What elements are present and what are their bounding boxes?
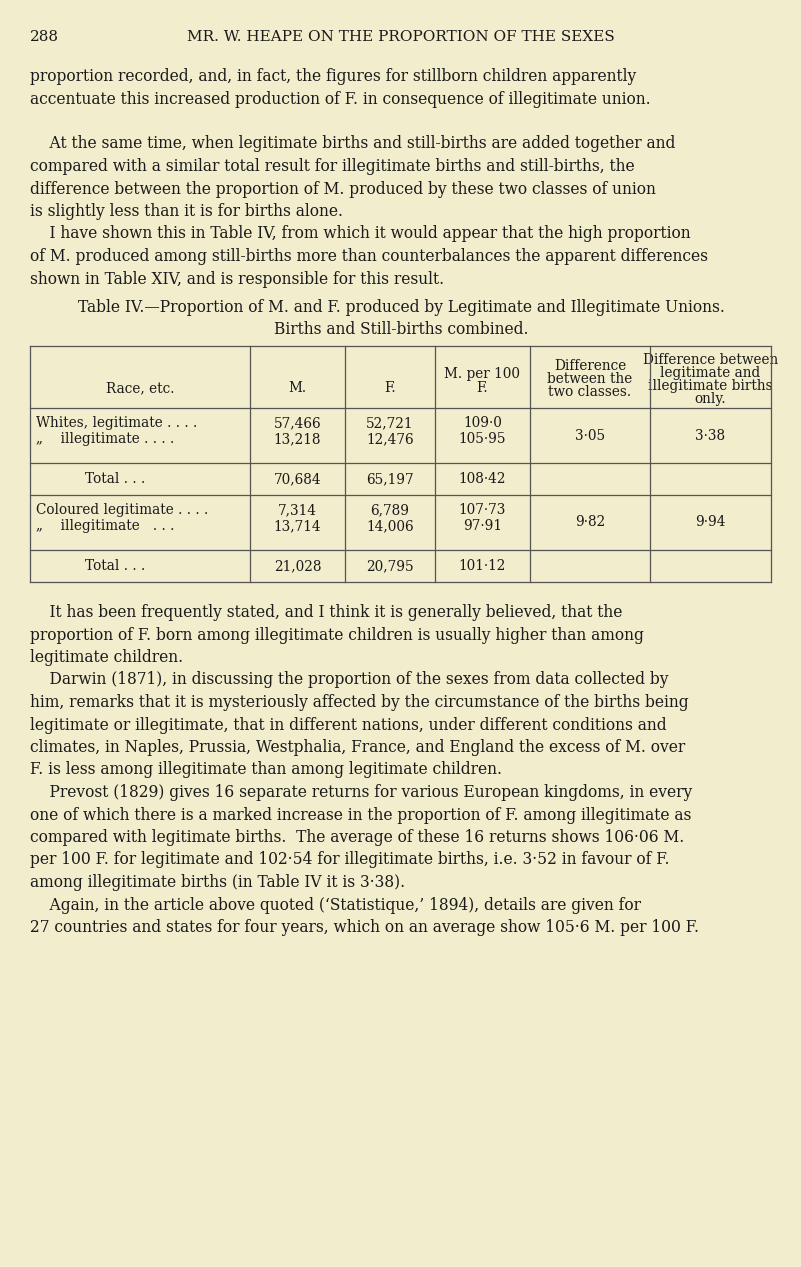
Text: 107·73: 107·73 (459, 503, 506, 517)
Text: M.: M. (288, 381, 307, 395)
Text: difference between the proportion of M. produced by these two classes of union: difference between the proportion of M. … (30, 180, 656, 198)
Text: 20,795: 20,795 (366, 559, 414, 573)
Text: 97·91: 97·91 (463, 519, 502, 533)
Text: Coloured legitimate . . . .: Coloured legitimate . . . . (36, 503, 208, 517)
Text: 14,006: 14,006 (366, 519, 414, 533)
Text: M. per 100: M. per 100 (445, 367, 521, 381)
Text: It has been frequently stated, and I think it is generally believed, that the: It has been frequently stated, and I thi… (30, 604, 622, 621)
Text: proportion recorded, and, in fact, the figures for stillborn children apparently: proportion recorded, and, in fact, the f… (30, 68, 636, 85)
Text: 3·38: 3·38 (695, 428, 726, 442)
Text: I have shown this in Table IV, from which it would appear that the high proporti: I have shown this in Table IV, from whic… (30, 226, 690, 242)
Text: 3·05: 3·05 (575, 428, 605, 442)
Text: two classes.: two classes. (549, 385, 631, 399)
Text: 288: 288 (30, 30, 59, 44)
Text: F.: F. (384, 381, 396, 395)
Text: 105·95: 105·95 (459, 432, 506, 446)
Text: Again, in the article above quoted (‘Statistique,’ 1894), details are given for: Again, in the article above quoted (‘Sta… (30, 897, 641, 914)
Text: accentuate this increased production of F. in consequence of illegitimate union.: accentuate this increased production of … (30, 90, 650, 108)
Text: 6,789: 6,789 (371, 503, 409, 517)
Text: At the same time, when legitimate births and still-births are added together and: At the same time, when legitimate births… (30, 136, 675, 152)
Text: Difference: Difference (553, 359, 626, 372)
Text: only.: only. (694, 392, 727, 405)
Text: climates, in Naples, Prussia, Westphalia, France, and England the excess of M. o: climates, in Naples, Prussia, Westphalia… (30, 739, 685, 756)
Text: 13,218: 13,218 (274, 432, 321, 446)
Text: Race, etc.: Race, etc. (106, 381, 175, 395)
Text: Whites, legitimate . . . .: Whites, legitimate . . . . (36, 416, 197, 430)
Text: 12,476: 12,476 (366, 432, 414, 446)
Text: 108·42: 108·42 (459, 473, 506, 487)
Text: legitimate and: legitimate and (660, 366, 761, 380)
Text: 109·0: 109·0 (463, 416, 502, 430)
Text: per 100 F. for legitimate and 102·54 for illegitimate births, i.e. 3·52 in favou: per 100 F. for legitimate and 102·54 for… (30, 851, 670, 868)
Text: Darwin (1871), in discussing the proportion of the sexes from data collected by: Darwin (1871), in discussing the proport… (30, 672, 669, 688)
Text: 9·94: 9·94 (695, 516, 726, 530)
Text: illegitimate births: illegitimate births (648, 379, 773, 393)
Text: 27 countries and states for four years, which on an average show 105·6 M. per 10: 27 countries and states for four years, … (30, 919, 699, 936)
Text: 101·12: 101·12 (459, 559, 506, 573)
Text: is slightly less than it is for births alone.: is slightly less than it is for births a… (30, 203, 343, 220)
Text: „    illegitimate   . . .: „ illegitimate . . . (36, 519, 175, 533)
Text: 21,028: 21,028 (274, 559, 321, 573)
Text: F.: F. (477, 381, 489, 395)
Text: 9·82: 9·82 (575, 516, 605, 530)
Text: Prevost (1829) gives 16 separate returns for various European kingdoms, in every: Prevost (1829) gives 16 separate returns… (30, 784, 692, 801)
Text: 13,714: 13,714 (274, 519, 321, 533)
Text: 70,684: 70,684 (274, 473, 321, 487)
Text: one of which there is a marked increase in the proportion of F. among illegitima: one of which there is a marked increase … (30, 807, 691, 824)
Text: proportion of F. born among illegitimate children is usually higher than among: proportion of F. born among illegitimate… (30, 626, 644, 644)
Text: of M. produced among still-births more than counterbalances the apparent differe: of M. produced among still-births more t… (30, 248, 708, 265)
Text: Total . . .: Total . . . (85, 473, 145, 487)
Text: „    illegitimate . . . .: „ illegitimate . . . . (36, 432, 175, 446)
Text: MR. W. HEAPE ON THE PROPORTION OF THE SEXES: MR. W. HEAPE ON THE PROPORTION OF THE SE… (187, 30, 615, 44)
Text: shown in Table XIV, and is responsible for this result.: shown in Table XIV, and is responsible f… (30, 270, 444, 288)
Text: 57,466: 57,466 (274, 416, 321, 430)
Text: 52,721: 52,721 (366, 416, 414, 430)
Text: compared with a similar total result for illegitimate births and still-births, t: compared with a similar total result for… (30, 158, 634, 175)
Text: 65,197: 65,197 (366, 473, 414, 487)
Text: among illegitimate births (in Table IV it is 3·38).: among illegitimate births (in Table IV i… (30, 874, 405, 891)
Text: 7,314: 7,314 (278, 503, 317, 517)
Text: compared with legitimate births.  The average of these 16 returns shows 106·06 M: compared with legitimate births. The ave… (30, 829, 684, 846)
Text: between the: between the (547, 372, 633, 386)
Text: Difference between: Difference between (643, 353, 778, 367)
Text: F. is less among illegitimate than among legitimate children.: F. is less among illegitimate than among… (30, 761, 502, 778)
Text: him, remarks that it is mysteriously affected by the circumstance of the births : him, remarks that it is mysteriously aff… (30, 694, 689, 711)
Text: legitimate children.: legitimate children. (30, 649, 183, 666)
Text: Total . . .: Total . . . (85, 559, 145, 573)
Text: legitimate or illegitimate, that in different nations, under different condition: legitimate or illegitimate, that in diff… (30, 717, 666, 734)
Text: Births and Still-births combined.: Births and Still-births combined. (274, 322, 528, 338)
Text: Table IV.—Proportion of M. and F. produced by Legitimate and Illegitimate Unions: Table IV.—Proportion of M. and F. produc… (78, 299, 724, 315)
